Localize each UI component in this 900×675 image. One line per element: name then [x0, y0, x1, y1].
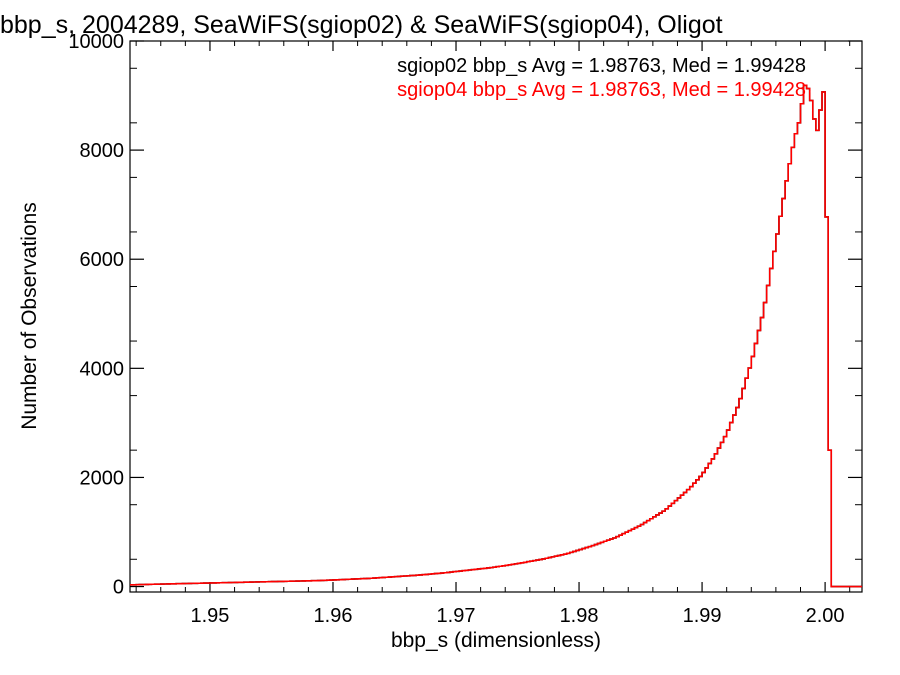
plot-frame [129, 40, 863, 593]
legend-sgiop04: sgiop04 bbp_s Avg = 1.98763, Med = 1.994… [397, 79, 806, 101]
y-tick-label: 10000 [68, 31, 124, 53]
y-tick-label: 0 [113, 577, 124, 599]
x-tick-label: 1.95 [190, 605, 229, 627]
y-axis-label: Number of Observations [18, 202, 41, 430]
x-tick-label: 1.97 [437, 605, 476, 627]
x-tick-label: 1.98 [560, 605, 599, 627]
x-tick-label: 1.96 [314, 605, 353, 627]
y-tick-label: 6000 [80, 249, 125, 271]
chart-title: bbp_s, 2004289, SeaWiFS(sgiop02) & SeaWi… [0, 11, 723, 39]
y-tick-label: 4000 [80, 358, 125, 380]
data-series [130, 84, 862, 588]
y-tick-label: 8000 [80, 140, 125, 162]
x-tick-label: 2.00 [806, 605, 845, 627]
axis-ticks: 1.95 1.96 1.97 1.98 1.99 2.00 0 2000 4000 6000 800… [68, 31, 862, 627]
series-sgiop04-line [130, 84, 862, 588]
legend-sgiop02: sgiop02 bbp_s Avg = 1.98763, Med = 1.994… [397, 55, 806, 77]
x-tick-label: 1.99 [683, 605, 722, 627]
y-tick-label: 2000 [80, 467, 125, 489]
series-sgiop02-line [130, 84, 862, 588]
x-axis-label: bbp_s (dimensionless) [391, 629, 601, 652]
plot-border [129, 40, 863, 593]
